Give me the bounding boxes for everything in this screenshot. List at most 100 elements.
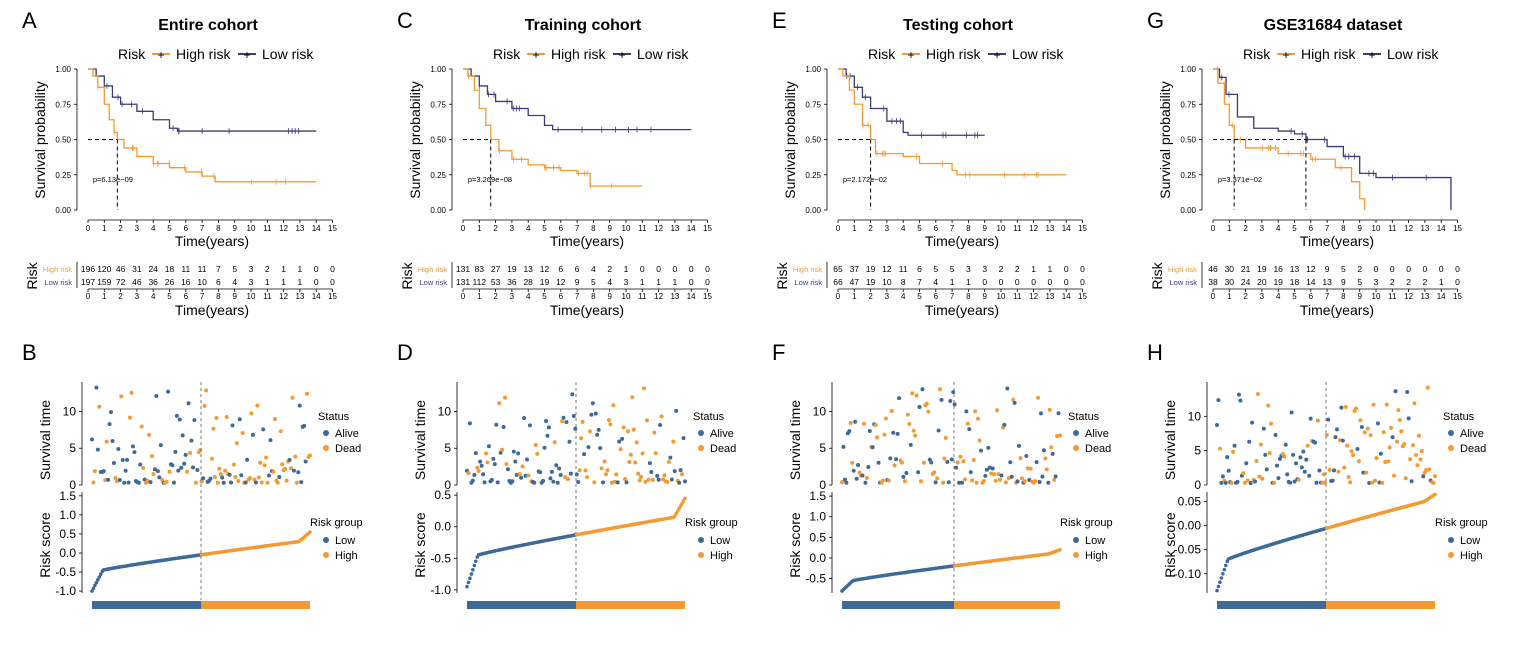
scatter-alive-point	[1285, 472, 1290, 477]
scatter-dead-point	[1412, 401, 1417, 406]
scatter-alive-point	[472, 473, 477, 478]
scatter-dead-point	[943, 435, 948, 440]
risk-count-low: 1	[298, 277, 303, 287]
scatter-dead-point	[1368, 433, 1373, 438]
scatter-dead-point	[974, 480, 979, 485]
scatter-dead-point	[504, 462, 509, 467]
scatter-alive-point	[481, 472, 486, 477]
scatter-alive-point	[853, 419, 858, 424]
risk-count-high: 2	[607, 264, 612, 274]
scatter-alive-point	[655, 473, 660, 478]
scatter-alive-point	[983, 473, 988, 478]
risk-score-high-point	[683, 496, 687, 501]
risk-table-tick-label: 14	[1062, 292, 1071, 301]
high-group-bar	[576, 601, 685, 609]
plot-title: Testing cohort	[903, 17, 1014, 34]
scatter-alive-point	[1024, 453, 1029, 458]
scatter-dead-point	[892, 463, 897, 468]
scatter-dead-point	[579, 436, 584, 441]
scatter-alive-point	[1248, 480, 1253, 485]
risk-count-low: 2	[1406, 277, 1411, 287]
scatter-dead-point	[1371, 402, 1376, 407]
risk-score-low-point	[469, 572, 474, 576]
risk-count-low: 4	[232, 277, 237, 287]
scatter-alive-point	[1263, 452, 1268, 457]
scatter-dead-point	[1337, 438, 1342, 443]
scatter-dead-point	[1364, 470, 1369, 475]
scatter-dead-point	[255, 403, 260, 408]
scatter-dead-point	[1427, 467, 1432, 472]
x-tick-label: 3	[1260, 224, 1265, 233]
risk-table-tick-label: 6	[1309, 292, 1314, 301]
scatter-dead-point	[202, 403, 207, 408]
x-tick-label: 5	[1292, 224, 1297, 233]
risk-count-low: 72	[116, 277, 126, 287]
risk-score-y-tick-label: -0.5	[55, 565, 76, 579]
scatter-dead-point	[526, 473, 531, 478]
scatter-dead-point	[1356, 459, 1361, 464]
scatter-alive-point	[1236, 392, 1241, 397]
scatter-alive-point	[1393, 389, 1398, 394]
scatter-alive-point	[916, 470, 921, 475]
x-tick-label: 14	[1062, 224, 1071, 233]
scatter-dead-point	[293, 454, 298, 459]
risk-count-high: 0	[656, 264, 661, 274]
risk-count-high: 0	[1439, 264, 1444, 274]
scatter-dead-point	[1431, 480, 1436, 485]
scatter-alive-point	[101, 469, 106, 474]
risk-score-low-point	[1215, 588, 1219, 593]
risk-count-low: 3	[624, 277, 629, 287]
risk-count-low: 1	[950, 277, 955, 287]
scatter-dead-point	[129, 390, 134, 395]
scatter-alive-point	[182, 461, 187, 466]
low-group-bar	[1217, 601, 1326, 609]
scatter-dead-point	[1373, 478, 1378, 483]
scatter-dead-point	[1345, 443, 1350, 448]
scatter-alive-point	[964, 409, 969, 414]
scatter-alive-point	[542, 445, 547, 450]
scatter-dead-point	[1003, 480, 1008, 485]
risk-table-tick-label: 7	[1325, 292, 1330, 301]
risk-count-high: 3	[966, 264, 971, 274]
risk-score-low-point	[471, 567, 475, 572]
x-tick-label: 0	[1211, 224, 1216, 233]
scatter-dead-point	[1018, 456, 1023, 461]
scatter-alive-point	[1291, 452, 1296, 457]
risk-count-low: 0	[330, 277, 335, 287]
scatter-alive-point	[952, 402, 957, 407]
scatter-dead-point	[198, 448, 203, 453]
x-tick-label: 13	[1045, 224, 1054, 233]
risk-score-y-tick-label: 0.0	[59, 546, 76, 560]
risk-score-low-point	[1221, 572, 1225, 576]
panel-svg: A Entire cohort Risk + High risk + Low risk 0.0…	[22, 8, 363, 609]
risk-group-low-label: Low	[1460, 535, 1480, 547]
scatter-dead-point	[955, 460, 960, 465]
x-tick-label: 1	[477, 224, 482, 233]
scatter-alive-point	[576, 480, 581, 485]
y-tick-label: 1.00	[430, 65, 446, 74]
y-axis-label: Survival probability	[1157, 81, 1173, 199]
scatter-alive-point	[1367, 480, 1372, 485]
risk-count-high: 4	[591, 264, 596, 274]
survival-time-axis-label: Survival time	[787, 400, 803, 480]
scatter-dead-point	[1433, 474, 1437, 479]
risk-table-low-label: Low risk	[419, 278, 447, 287]
risk-group-legend-title: Risk group	[1060, 517, 1113, 529]
legend-low-plus: +	[1368, 48, 1375, 62]
scatter-dead-point	[910, 391, 915, 396]
scatter-alive-point	[208, 476, 213, 481]
risk-table-tick-label: 3	[1260, 292, 1265, 301]
y-tick-label: 0.25	[430, 171, 446, 180]
risk-count-low: 14	[1306, 277, 1316, 287]
scatter-dead-point	[476, 468, 481, 473]
scatter-dead-point	[280, 462, 285, 467]
x-tick-label: 2	[493, 224, 498, 233]
risk-count-high: 0	[314, 264, 319, 274]
risk-count-low: 0	[1455, 277, 1460, 287]
scatter-dead-point	[211, 426, 216, 431]
scatter-alive-point	[555, 480, 560, 485]
scatter-alive-point	[189, 438, 194, 443]
scatter-alive-point	[299, 480, 304, 485]
risk-score-y-tick-label: 0.05	[1178, 495, 1202, 509]
scatter-alive-point	[1009, 474, 1014, 479]
